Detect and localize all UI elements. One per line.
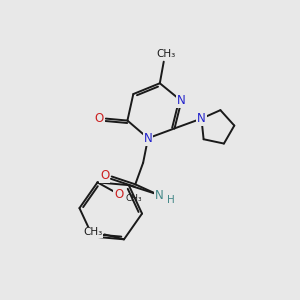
Text: N: N (197, 112, 206, 125)
Text: O: O (100, 169, 110, 182)
Text: N: N (177, 94, 186, 107)
Text: CH₃: CH₃ (156, 49, 175, 59)
Text: N: N (144, 132, 152, 145)
Text: O: O (94, 112, 104, 125)
Text: N: N (154, 189, 163, 202)
Text: O: O (114, 188, 124, 201)
Text: CH₃: CH₃ (83, 227, 102, 237)
Text: CH₃: CH₃ (126, 194, 142, 202)
Text: H: H (167, 195, 174, 205)
